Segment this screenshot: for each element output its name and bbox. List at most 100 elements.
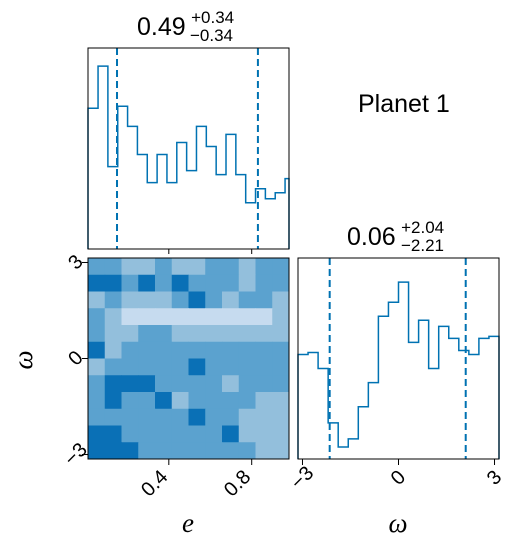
density-cell [155, 408, 173, 426]
omega-histogram-step [297, 281, 500, 459]
density-cell [222, 274, 240, 292]
density-cell [121, 408, 139, 426]
density-cell [171, 308, 189, 326]
omega-xtick-label-1: 0 [387, 466, 410, 489]
density-cell [121, 258, 139, 276]
density-xtick-label-1: 0.8 [220, 466, 255, 501]
y-axis-label-omega: ω [8, 350, 38, 369]
density-cell [138, 425, 156, 443]
density-cell [255, 291, 273, 309]
density-cell [171, 274, 189, 292]
omega-title-lower: −2.21 [401, 236, 444, 255]
density-cell [188, 325, 206, 343]
density-cell [104, 442, 122, 460]
density-cell [88, 358, 106, 376]
density-cell [272, 442, 290, 460]
density-cell [188, 308, 206, 326]
density-cell [104, 341, 122, 359]
density-cell [238, 325, 256, 343]
density-cell [121, 375, 139, 393]
density-cell [255, 392, 273, 410]
density-cell [205, 341, 223, 359]
density-cell [272, 392, 290, 410]
density-cell [155, 325, 173, 343]
e-title-median: 0.49 [137, 13, 186, 41]
e-histogram-frame [87, 47, 290, 250]
density-cell [121, 442, 139, 460]
density-cell [104, 274, 122, 292]
density-cell [121, 425, 139, 443]
density-cell [188, 442, 206, 460]
density-cell [104, 325, 122, 343]
density-cell [222, 291, 240, 309]
density-cell [88, 308, 106, 326]
density-cell [121, 274, 139, 292]
density-cell [104, 392, 122, 410]
density-cell [88, 258, 106, 276]
density-cell [121, 358, 139, 376]
omega-xtick-label-2: 3 [483, 466, 506, 489]
density-cell [88, 375, 106, 393]
density-cell [205, 375, 223, 393]
density-cell [255, 358, 273, 376]
density-cell [171, 258, 189, 276]
density-cell [155, 291, 173, 309]
e-histogram-plot [87, 48, 290, 254]
density-cell [238, 291, 256, 309]
density-cell [272, 408, 290, 426]
density-cell [138, 341, 156, 359]
e-title: 0.49 +0.34 −0.34 [137, 8, 239, 45]
density-cell [222, 341, 240, 359]
density-cell [272, 291, 290, 309]
density-cell [205, 308, 223, 326]
density-cell [255, 258, 273, 276]
density-cell [171, 408, 189, 426]
density-cell [205, 442, 223, 460]
omega-axis-ticks: −3 0 3 [287, 459, 506, 494]
density-cell [138, 274, 156, 292]
density-cell [255, 442, 273, 460]
density-cell [104, 291, 122, 309]
density-cell [188, 425, 206, 443]
density-cell [188, 258, 206, 276]
density-cell [155, 358, 173, 376]
density-cell [222, 308, 240, 326]
density-cell [121, 325, 139, 343]
density-cell [171, 375, 189, 393]
density-cell [88, 425, 106, 443]
density-cell [272, 425, 290, 443]
density-cell [138, 392, 156, 410]
density-cell [155, 392, 173, 410]
density-cell [255, 308, 273, 326]
panel-label: Planet 1 [358, 90, 450, 118]
density-cell [238, 408, 256, 426]
density-cell [222, 408, 240, 426]
density-cell [155, 425, 173, 443]
density-cell [255, 375, 273, 393]
omega-title: 0.06 +2.04 −2.21 [347, 218, 449, 255]
density-cell [205, 325, 223, 343]
density-cell [205, 291, 223, 309]
density-cell [255, 425, 273, 443]
density-cell [88, 291, 106, 309]
density-cell [222, 258, 240, 276]
density-cell [272, 274, 290, 292]
density-xtick-label-0: 0.4 [137, 466, 172, 501]
density-cell [155, 442, 173, 460]
density-cell [138, 308, 156, 326]
density-cell [255, 341, 273, 359]
density-cell [272, 341, 290, 359]
density-cell [272, 375, 290, 393]
density-cell [238, 258, 256, 276]
density-cell [238, 375, 256, 393]
density-cell [238, 392, 256, 410]
density-cell [238, 442, 256, 460]
density-cell [138, 291, 156, 309]
density-cell [272, 308, 290, 326]
density-cell [171, 442, 189, 460]
density-cell [222, 425, 240, 443]
density-cell [155, 274, 173, 292]
density-cell [272, 358, 290, 376]
density-cell [205, 358, 223, 376]
density-cell [238, 274, 256, 292]
